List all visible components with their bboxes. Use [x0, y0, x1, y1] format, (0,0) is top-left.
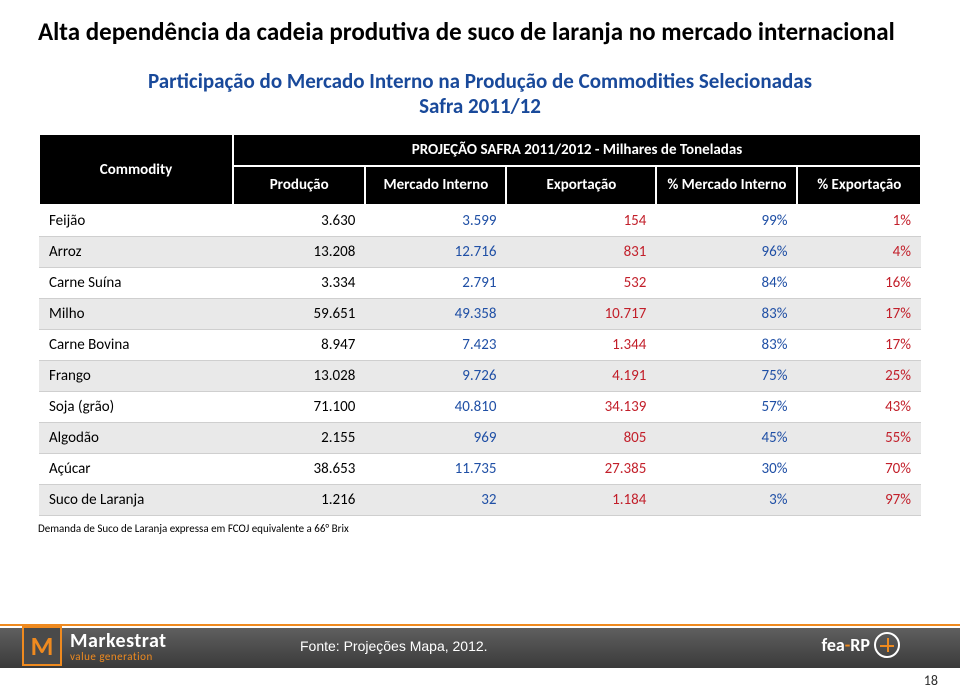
cell-exportacao: 10.717 [506, 299, 656, 330]
cell-exportacao: 1.344 [506, 330, 656, 361]
cell-pct-exportacao: 70% [797, 454, 921, 485]
cell-producao: 1.216 [233, 485, 365, 516]
cell-exportacao: 532 [506, 268, 656, 299]
cell-mercado-interno: 32 [365, 485, 506, 516]
slide-title: Alta dependência da cadeia produtiva de … [38, 18, 922, 47]
table-row: Algodão2.15596980545%55% [39, 423, 921, 454]
cell-pct-exportacao: 97% [797, 485, 921, 516]
cell-exportacao: 27.385 [506, 454, 656, 485]
cell-commodity: Frango [39, 361, 233, 392]
cell-commodity: Suco de Laranja [39, 485, 233, 516]
table-row: Carne Bovina8.9477.4231.34483%17% [39, 330, 921, 361]
col-pct-mercado-interno: % Mercado Interno [656, 166, 797, 205]
cell-pct-exportacao: 43% [797, 392, 921, 423]
cell-commodity: Soja (grão) [39, 392, 233, 423]
cell-mercado-interno: 969 [365, 423, 506, 454]
cell-commodity: Feijão [39, 205, 233, 237]
cell-pct-mercado-interno: 3% [656, 485, 797, 516]
cell-pct-exportacao: 1% [797, 205, 921, 237]
table-row: Suco de Laranja1.216321.1843%97% [39, 485, 921, 516]
cell-mercado-interno: 11.735 [365, 454, 506, 485]
cell-commodity: Algodão [39, 423, 233, 454]
table-row: Milho59.65149.35810.71783%17% [39, 299, 921, 330]
col-commodity: Commodity [39, 134, 233, 205]
cell-exportacao: 1.184 [506, 485, 656, 516]
slide-footer: M Markestrat value generation Fonte: Pro… [0, 624, 960, 698]
cell-pct-mercado-interno: 99% [656, 205, 797, 237]
cell-exportacao: 154 [506, 205, 656, 237]
cell-pct-exportacao: 17% [797, 330, 921, 361]
cell-pct-mercado-interno: 45% [656, 423, 797, 454]
cell-mercado-interno: 12.716 [365, 237, 506, 268]
cell-exportacao: 831 [506, 237, 656, 268]
markestrat-logo-text: Markestrat value generation [70, 631, 167, 662]
cell-commodity: Arroz [39, 237, 233, 268]
brand-tagline: value generation [70, 651, 167, 662]
table-row: Açúcar38.65311.73527.38530%70% [39, 454, 921, 485]
cell-commodity: Carne Suína [39, 268, 233, 299]
cell-producao: 2.155 [233, 423, 365, 454]
table-row: Soja (grão)71.10040.81034.13957%43% [39, 392, 921, 423]
cell-pct-exportacao: 4% [797, 237, 921, 268]
cell-producao: 38.653 [233, 454, 365, 485]
footer-source: Fonte: Projeções Mapa, 2012. [300, 638, 488, 654]
cell-pct-mercado-interno: 83% [656, 299, 797, 330]
cell-pct-mercado-interno: 84% [656, 268, 797, 299]
cell-pct-exportacao: 55% [797, 423, 921, 454]
brand-name: Markestrat [70, 631, 167, 651]
cell-mercado-interno: 7.423 [365, 330, 506, 361]
cell-mercado-interno: 3.599 [365, 205, 506, 237]
col-exportacao: Exportação [506, 166, 656, 205]
cell-mercado-interno: 9.726 [365, 361, 506, 392]
table-row: Arroz13.20812.71683196%4% [39, 237, 921, 268]
cell-pct-exportacao: 16% [797, 268, 921, 299]
table-footnote: Demanda de Suco de Laranja expressa em F… [38, 522, 922, 535]
fearp-text-b: RP [850, 634, 870, 656]
page-number: 18 [924, 672, 938, 689]
subtitle-line-1: Participação do Mercado Interno na Produ… [148, 68, 812, 94]
cell-commodity: Milho [39, 299, 233, 330]
col-producao: Produção [233, 166, 365, 205]
cell-mercado-interno: 40.810 [365, 392, 506, 423]
markestrat-logo: M Markestrat value generation [22, 626, 167, 666]
cell-pct-exportacao: 17% [797, 299, 921, 330]
cell-pct-mercado-interno: 30% [656, 454, 797, 485]
cell-pct-mercado-interno: 57% [656, 392, 797, 423]
cell-producao: 71.100 [233, 392, 365, 423]
col-pct-exportacao: % Exportação [797, 166, 921, 205]
table-row: Carne Suína3.3342.79153284%16% [39, 268, 921, 299]
cell-pct-mercado-interno: 83% [656, 330, 797, 361]
table-row: Feijão3.6303.59915499%1% [39, 205, 921, 237]
cell-commodity: Açúcar [39, 454, 233, 485]
cell-producao: 13.208 [233, 237, 365, 268]
cell-pct-exportacao: 25% [797, 361, 921, 392]
markestrat-logo-icon: M [22, 626, 62, 666]
cell-mercado-interno: 49.358 [365, 299, 506, 330]
cell-exportacao: 805 [506, 423, 656, 454]
cell-producao: 3.630 [233, 205, 365, 237]
cell-exportacao: 34.139 [506, 392, 656, 423]
cell-pct-mercado-interno: 75% [656, 361, 797, 392]
cell-producao: 59.651 [233, 299, 365, 330]
fearp-logo: fea-RP [821, 632, 900, 658]
col-mercado-interno: Mercado Interno [365, 166, 506, 205]
data-table: Commodity PROJEÇÃO SAFRA 2011/2012 - Mil… [38, 133, 922, 516]
cell-mercado-interno: 2.791 [365, 268, 506, 299]
cell-producao: 13.028 [233, 361, 365, 392]
cell-exportacao: 4.191 [506, 361, 656, 392]
cell-pct-mercado-interno: 96% [656, 237, 797, 268]
cell-commodity: Carne Bovina [39, 330, 233, 361]
table-row: Frango13.0289.7264.19175%25% [39, 361, 921, 392]
slide-subtitle: Participação do Mercado Interno na Produ… [38, 69, 922, 119]
table-superheader: PROJEÇÃO SAFRA 2011/2012 - Milhares de T… [233, 134, 921, 166]
fearp-text: fea-RP [821, 634, 870, 656]
cell-producao: 8.947 [233, 330, 365, 361]
subtitle-line-2: Safra 2011/12 [419, 93, 541, 119]
cell-producao: 3.334 [233, 268, 365, 299]
fearp-circle-icon [874, 632, 900, 658]
table-body: Feijão3.6303.59915499%1%Arroz13.20812.71… [39, 205, 921, 516]
fearp-text-a: fea [821, 634, 844, 656]
